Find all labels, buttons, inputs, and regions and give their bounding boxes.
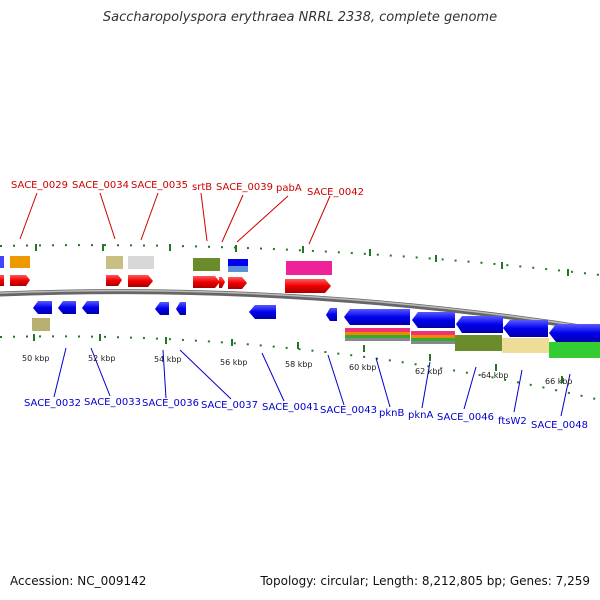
gene-rev[interactable] [58,301,76,314]
genome-backbone-highlight [0,289,600,330]
gene-rev[interactable] [344,309,410,325]
gene-rev[interactable] [326,308,337,321]
gene-rev[interactable] [456,316,503,333]
top-gene-label: SACE_0029 [11,180,68,191]
top-gene-label: srtB [192,182,212,193]
kbp-tick-label: 62 kbp [415,367,443,376]
gene-fwd[interactable] [285,279,331,293]
bottom-gene-label: SACE_0033 [84,397,141,408]
bottom-label-connectors [53,347,571,417]
feature-block[interactable] [128,256,154,269]
bottom-gene-label: pknB [379,408,404,419]
gene-rev[interactable] [249,305,276,319]
major-ticks-top [35,244,569,276]
kbp-tick-labels: 50 kbp 52 kbp 54 kbp 56 kbp 58 kbp 60 kbp 62 k… [22,354,573,386]
accession-label: Accession: NC_009142 [10,574,147,588]
kbp-tick-label: 66 kbp [545,377,573,386]
bottom-gene-label: SACE_0037 [201,400,258,411]
gene-rev[interactable] [176,302,186,315]
reverse-feature-blocks [32,318,600,358]
forward-strand-genes [0,275,331,293]
kbp-tick-label: 54 kbp [154,355,182,364]
topology-label: Topology: circular; Length: 8,212,805 bp… [260,574,590,588]
feature-block[interactable] [502,338,549,353]
bottom-gene-label: SACE_0048 [531,420,588,431]
gene-fwd[interactable] [193,276,220,288]
feature-block[interactable] [345,332,410,335]
top-gene-label: pabA [276,183,302,194]
feature-block[interactable] [411,338,455,341]
gene-rev[interactable] [155,302,169,315]
kbp-tick-label: 52 kbp [88,354,116,363]
gene-fwd[interactable] [219,277,225,288]
major-ticks-bottom [33,334,563,383]
gene-fwd[interactable] [0,275,4,286]
feature-block[interactable] [411,331,455,335]
map-title: Saccharopolyspora erythraea NRRL 2338, c… [102,10,498,25]
kbp-tick-label: 50 kbp [22,354,50,363]
bottom-gene-label: pknA [408,410,433,421]
feature-block[interactable] [455,335,502,351]
kbp-tick-label: 60 kbp [349,363,377,372]
feature-block[interactable] [345,335,410,338]
feature-block[interactable] [345,328,410,332]
gene-fwd[interactable] [10,275,30,286]
gene-fwd[interactable] [106,275,122,286]
feature-block[interactable] [106,256,123,269]
top-gene-label: SACE_0034 [72,180,129,191]
top-gene-label: SACE_0035 [131,180,188,191]
bottom-gene-label: SACE_0046 [437,412,494,423]
feature-block[interactable] [10,256,30,268]
feature-block[interactable] [193,258,220,271]
bottom-gene-labels: SACE_0032 SACE_0033 SACE_0036 SACE_0037 SACE… [24,397,588,431]
feature-block[interactable] [0,256,4,268]
genome-backbone [0,289,600,333]
gene-rev[interactable] [503,320,548,337]
outer-tick-ring [0,244,600,276]
feature-block[interactable] [228,259,248,266]
bottom-gene-label: ftsW2 [498,416,527,427]
kbp-tick-label: 64 kbp [481,371,509,380]
feature-block[interactable] [32,318,50,331]
top-gene-label: SACE_0039 [216,182,273,193]
bottom-gene-label: SACE_0036 [142,398,199,409]
kbp-tick-label: 58 kbp [285,360,313,369]
feature-block[interactable] [345,338,410,341]
bottom-gene-label: SACE_0043 [320,405,377,416]
top-label-connectors [19,192,331,245]
forward-feature-blocks [0,256,332,275]
gene-rev[interactable] [412,312,455,328]
inner-tick-ring [0,335,600,401]
top-gene-label: SACE_0042 [307,187,364,198]
gene-fwd[interactable] [228,277,247,289]
top-gene-labels: SACE_0029 SACE_0034 SACE_0035 srtB SACE_0039… [11,180,364,198]
feature-block[interactable] [228,266,248,272]
bottom-gene-label: SACE_0041 [262,402,319,413]
feature-block[interactable] [411,341,455,344]
kbp-tick-label: 56 kbp [220,358,248,367]
reverse-strand-genes [33,301,600,342]
feature-block[interactable] [286,261,332,275]
gene-rev[interactable] [33,301,52,314]
gene-rev[interactable] [82,301,99,314]
feature-block[interactable] [549,342,600,358]
gene-fwd[interactable] [128,275,153,287]
gene-rev[interactable] [549,324,600,342]
feature-block[interactable] [411,335,455,338]
bottom-gene-label: SACE_0032 [24,398,81,409]
